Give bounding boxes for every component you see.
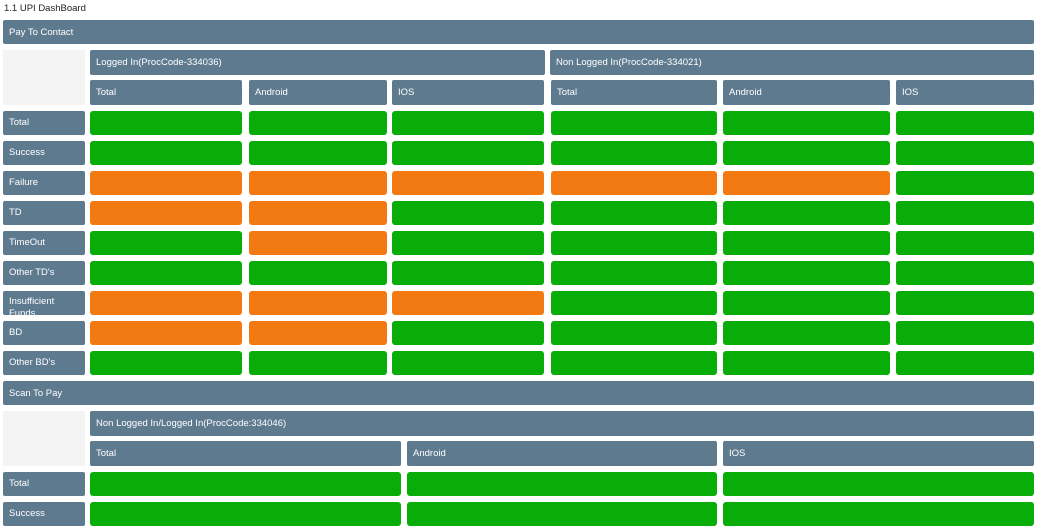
status-cell[interactable] bbox=[551, 231, 717, 255]
page-title: 1.1 UPI DashBoard bbox=[4, 3, 86, 14]
status-cell[interactable] bbox=[896, 231, 1034, 255]
corner-blank bbox=[3, 50, 85, 105]
status-cell[interactable] bbox=[90, 141, 242, 165]
col-header-scan-android: Android bbox=[407, 441, 717, 466]
status-cell[interactable] bbox=[723, 321, 890, 345]
status-cell[interactable] bbox=[249, 351, 387, 375]
status-cell[interactable] bbox=[392, 231, 544, 255]
status-cell[interactable] bbox=[90, 261, 242, 285]
row-label-total: Total bbox=[3, 111, 85, 135]
status-cell[interactable] bbox=[723, 472, 1034, 496]
status-cell[interactable] bbox=[896, 321, 1034, 345]
col-header-logged-total: Total bbox=[90, 80, 242, 105]
status-cell[interactable] bbox=[407, 472, 717, 496]
status-cell[interactable] bbox=[392, 351, 544, 375]
corner-blank-scan bbox=[3, 411, 85, 466]
status-cell[interactable] bbox=[249, 111, 387, 135]
status-cell[interactable] bbox=[90, 291, 242, 315]
status-cell[interactable] bbox=[896, 201, 1034, 225]
status-cell[interactable] bbox=[723, 141, 890, 165]
status-cell[interactable] bbox=[90, 171, 242, 195]
scan-row-label-success: Success bbox=[3, 502, 85, 526]
status-cell[interactable] bbox=[90, 502, 401, 526]
status-cell[interactable] bbox=[90, 111, 242, 135]
row-label-timeout: TimeOut bbox=[3, 231, 85, 255]
col-header-nonlogged-android: Android bbox=[723, 80, 890, 105]
status-cell[interactable] bbox=[723, 351, 890, 375]
status-cell[interactable] bbox=[392, 291, 544, 315]
status-cell[interactable] bbox=[723, 291, 890, 315]
status-cell[interactable] bbox=[551, 321, 717, 345]
status-cell[interactable] bbox=[90, 351, 242, 375]
status-cell[interactable] bbox=[723, 261, 890, 285]
status-cell[interactable] bbox=[249, 261, 387, 285]
status-cell[interactable] bbox=[392, 321, 544, 345]
status-cell[interactable] bbox=[551, 261, 717, 285]
status-cell[interactable] bbox=[551, 171, 717, 195]
group-header-non-logged-in: Non Logged In(ProcCode-334021) bbox=[550, 50, 1034, 75]
status-cell[interactable] bbox=[249, 141, 387, 165]
status-cell[interactable] bbox=[896, 141, 1034, 165]
status-cell[interactable] bbox=[551, 201, 717, 225]
status-cell[interactable] bbox=[551, 111, 717, 135]
status-cell[interactable] bbox=[896, 171, 1034, 195]
status-cell[interactable] bbox=[551, 141, 717, 165]
status-cell[interactable] bbox=[90, 231, 242, 255]
row-label-success: Success bbox=[3, 141, 85, 165]
section-header-pay-to-contact: Pay To Contact bbox=[3, 20, 1034, 44]
status-cell[interactable] bbox=[392, 201, 544, 225]
status-cell[interactable] bbox=[90, 201, 242, 225]
col-header-logged-android: Android bbox=[249, 80, 387, 105]
status-cell[interactable] bbox=[896, 351, 1034, 375]
col-header-logged-ios: IOS bbox=[392, 80, 544, 105]
row-label-td: TD bbox=[3, 201, 85, 225]
status-cell[interactable] bbox=[723, 171, 890, 195]
status-cell[interactable] bbox=[723, 231, 890, 255]
row-label-bd: BD bbox=[3, 321, 85, 345]
status-cell[interactable] bbox=[90, 321, 242, 345]
col-header-nonlogged-total: Total bbox=[551, 80, 717, 105]
status-cell[interactable] bbox=[392, 141, 544, 165]
status-cell[interactable] bbox=[723, 502, 1034, 526]
status-cell[interactable] bbox=[896, 111, 1034, 135]
status-cell[interactable] bbox=[896, 291, 1034, 315]
status-cell[interactable] bbox=[551, 291, 717, 315]
status-cell[interactable] bbox=[407, 502, 717, 526]
col-header-nonlogged-ios: IOS bbox=[896, 80, 1034, 105]
group-header-logged-in: Logged In(ProcCode-334036) bbox=[90, 50, 545, 75]
row-label-failure: Failure bbox=[3, 171, 85, 195]
status-cell[interactable] bbox=[392, 111, 544, 135]
status-cell[interactable] bbox=[249, 321, 387, 345]
status-cell[interactable] bbox=[723, 111, 890, 135]
scan-row-label-total: Total bbox=[3, 472, 85, 496]
status-cell[interactable] bbox=[249, 231, 387, 255]
section-header-scan-to-pay: Scan To Pay bbox=[3, 381, 1034, 405]
status-cell[interactable] bbox=[723, 201, 890, 225]
col-header-scan-ios: IOS bbox=[723, 441, 1034, 466]
row-label-insufficient-funds: Insufficient Funds bbox=[3, 291, 85, 315]
status-cell[interactable] bbox=[249, 201, 387, 225]
row-label-other-td-s: Other TD's bbox=[3, 261, 85, 285]
status-cell[interactable] bbox=[392, 171, 544, 195]
status-cell[interactable] bbox=[249, 291, 387, 315]
status-cell[interactable] bbox=[249, 171, 387, 195]
row-label-other-bd-s: Other BD's bbox=[3, 351, 85, 375]
status-cell[interactable] bbox=[896, 261, 1034, 285]
status-cell[interactable] bbox=[90, 472, 401, 496]
status-cell[interactable] bbox=[392, 261, 544, 285]
col-header-scan-total: Total bbox=[90, 441, 401, 466]
group-header-scan: Non Logged In/Logged In(ProcCode:334046) bbox=[90, 411, 1034, 436]
status-cell[interactable] bbox=[551, 351, 717, 375]
